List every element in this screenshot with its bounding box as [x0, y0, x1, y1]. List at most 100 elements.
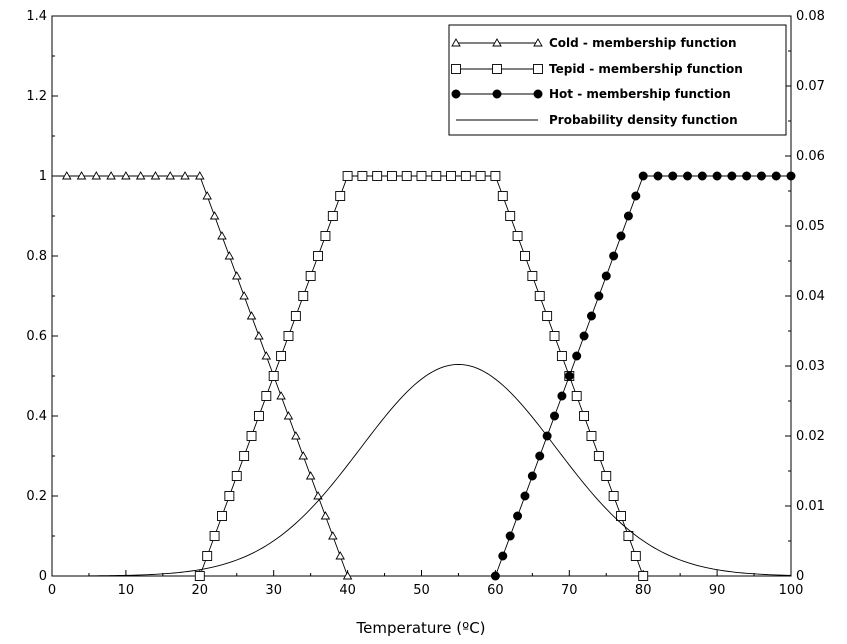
marker-square — [534, 291, 545, 301]
marker-triangle — [291, 431, 301, 440]
marker-circle — [697, 171, 707, 181]
x-tick-label: 90 — [709, 583, 726, 598]
x-tick-label: 40 — [339, 583, 356, 598]
series-1 — [194, 171, 649, 581]
series-line — [494, 175, 791, 577]
y-right-tick-label: 0.02 — [796, 429, 825, 444]
marker-square — [268, 371, 279, 381]
marker-circle — [631, 191, 641, 201]
marker-square — [261, 391, 272, 401]
series-layer — [52, 171, 796, 581]
marker-square — [431, 171, 442, 181]
marker-circle — [638, 171, 648, 181]
y-axis-right-ticks: 0 0.01 0.02 0.03 0.04 0.05 0.06 0.07 0.08 — [785, 9, 825, 584]
marker-triangle — [150, 171, 161, 180]
marker-circle — [527, 471, 537, 481]
marker-square — [497, 191, 508, 201]
marker-triangle — [202, 191, 212, 200]
marker-square — [475, 171, 486, 181]
legend-marker-square — [492, 64, 502, 74]
marker-square — [194, 571, 205, 581]
x-tick-label: 60 — [487, 583, 504, 598]
marker-square — [202, 551, 213, 561]
marker-circle — [520, 491, 530, 501]
marker-square — [372, 171, 383, 181]
marker-circle — [572, 351, 582, 361]
marker-triangle — [320, 511, 331, 520]
marker-square — [327, 211, 338, 221]
legend-label: Probability density function — [549, 113, 738, 127]
legend-marker-triangle — [451, 38, 461, 47]
legend-label: Tepid - membership function — [549, 62, 743, 76]
marker-circle — [586, 311, 596, 321]
y-left-tick-label: 1 — [39, 169, 47, 184]
x-axis-label: Temperature (ºC) — [355, 619, 485, 637]
y-left-tick-label: 1.2 — [26, 89, 47, 104]
marker-triangle — [231, 271, 242, 280]
marker-triangle — [342, 571, 353, 580]
marker-square — [549, 331, 560, 341]
marker-square — [527, 271, 538, 281]
marker-square — [512, 231, 523, 241]
marker-square — [335, 191, 346, 201]
marker-triangle — [217, 231, 227, 240]
marker-square — [320, 231, 331, 241]
marker-square — [246, 431, 257, 441]
marker-square — [601, 471, 612, 481]
marker-circle — [653, 171, 663, 181]
marker-triangle — [298, 451, 309, 460]
marker-circle — [564, 371, 574, 381]
marker-circle — [616, 231, 626, 241]
y-right-tick-label: 0.01 — [796, 499, 825, 514]
pdf-line — [88, 363, 792, 577]
marker-circle — [550, 411, 560, 421]
marker-triangle — [76, 171, 87, 180]
legend-marker-square — [451, 64, 461, 74]
marker-square — [416, 171, 427, 181]
marker-square — [542, 311, 553, 321]
y-left-tick-label: 1.4 — [26, 9, 47, 24]
marker-triangle — [91, 171, 102, 180]
marker-square — [386, 171, 397, 181]
series-2 — [490, 171, 796, 581]
x-tick-label: 50 — [413, 583, 430, 598]
marker-square — [217, 511, 227, 521]
marker-circle — [498, 551, 508, 561]
y-right-tick-label: 0.04 — [796, 289, 825, 304]
marker-triangle — [165, 171, 176, 180]
marker-square — [224, 491, 235, 501]
marker-circle — [668, 171, 678, 181]
legend-label: Hot - membership function — [549, 87, 731, 101]
legend-marker-triangle — [533, 38, 543, 47]
y-left-tick-label: 0.2 — [26, 489, 47, 504]
marker-triangle — [62, 171, 72, 180]
legend: Cold - membership function Tepid - member… — [448, 24, 787, 136]
marker-square — [342, 171, 353, 181]
marker-square — [593, 451, 604, 461]
marker-square — [357, 171, 368, 181]
x-axis-ticks: 0 10 20 30 40 50 60 70 80 90 100 — [48, 570, 804, 598]
marker-square — [460, 171, 471, 181]
marker-square — [638, 571, 649, 581]
marker-square — [253, 411, 264, 421]
marker-circle — [609, 251, 619, 261]
marker-triangle — [276, 391, 286, 400]
y-axis-left-ticks: 0 0.2 0.4 0.6 0.8 1 1.2 1.4 — [26, 9, 58, 584]
y-left-tick-label: 0.4 — [26, 409, 47, 424]
marker-triangle — [254, 331, 264, 340]
marker-circle — [594, 291, 604, 301]
x-tick-label: 100 — [779, 583, 804, 598]
x-tick-label: 70 — [561, 583, 578, 598]
marker-triangle — [209, 211, 220, 220]
legend-marker-triangle — [492, 38, 502, 47]
marker-triangle — [335, 551, 345, 560]
marker-square — [305, 271, 316, 281]
series-0 — [52, 171, 353, 580]
marker-square — [586, 431, 597, 441]
marker-triangle — [106, 171, 116, 180]
marker-square — [571, 391, 582, 401]
marker-square — [630, 551, 641, 561]
marker-circle — [742, 171, 752, 181]
legend-marker-circle — [492, 89, 502, 99]
marker-triangle — [121, 171, 131, 180]
